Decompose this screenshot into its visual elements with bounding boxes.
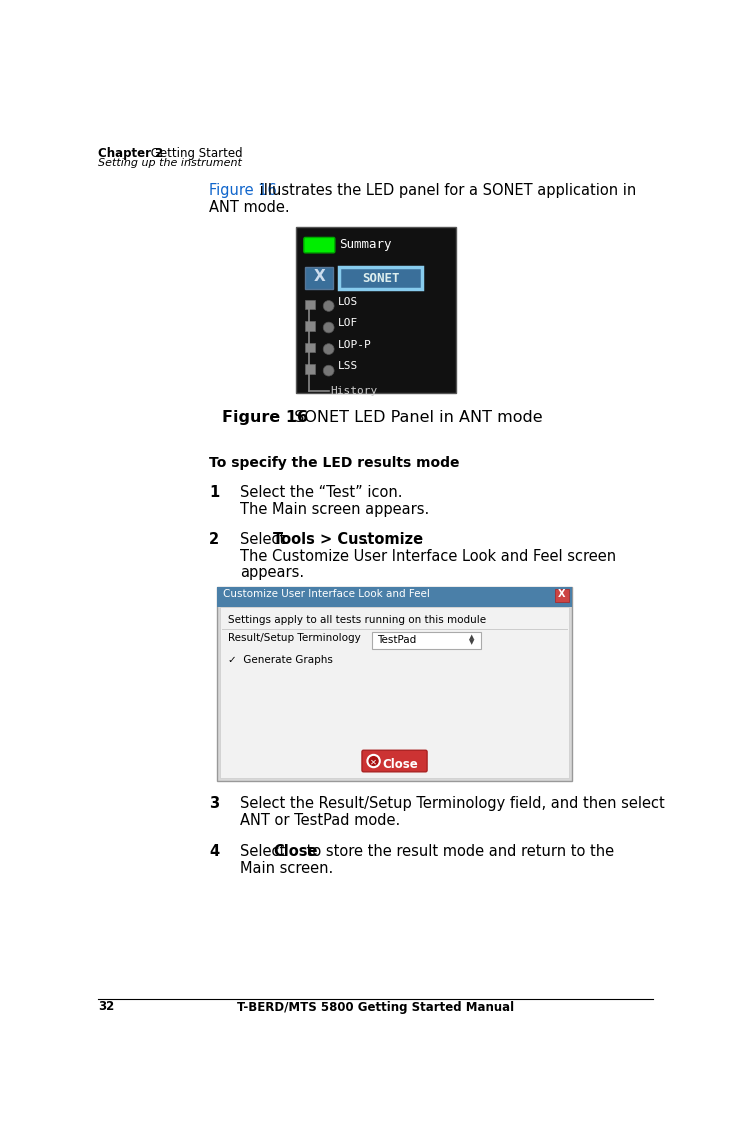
Text: LOS: LOS [338, 297, 358, 307]
Text: LOP-P: LOP-P [338, 340, 372, 349]
Text: T-BERD/MTS 5800 Getting Started Manual: T-BERD/MTS 5800 Getting Started Manual [236, 1000, 514, 1014]
FancyBboxPatch shape [305, 343, 315, 352]
Text: 4: 4 [209, 844, 220, 859]
Text: ▲
▼: ▲ ▼ [468, 635, 474, 645]
Text: 3: 3 [209, 797, 220, 811]
FancyBboxPatch shape [305, 321, 315, 331]
Text: LSS: LSS [338, 362, 358, 371]
Text: History: History [330, 386, 378, 396]
Text: Figure 16: Figure 16 [209, 183, 277, 198]
Text: ✕: ✕ [370, 758, 377, 767]
Text: Summary: Summary [340, 238, 392, 251]
FancyBboxPatch shape [555, 588, 569, 602]
Text: Customize User Interface Look and Feel: Customize User Interface Look and Feel [223, 588, 430, 599]
Circle shape [367, 754, 380, 767]
Text: X: X [313, 269, 325, 284]
Text: Setting up the instrument: Setting up the instrument [97, 158, 242, 168]
Text: .: . [364, 531, 368, 546]
Text: TestPad: TestPad [377, 635, 416, 645]
FancyBboxPatch shape [362, 750, 427, 772]
Text: Select: Select [240, 844, 290, 859]
Text: SONET LED Panel in ANT mode: SONET LED Panel in ANT mode [284, 410, 542, 424]
FancyBboxPatch shape [372, 632, 480, 649]
FancyBboxPatch shape [217, 587, 572, 781]
Text: LOF: LOF [338, 319, 358, 328]
Text: ANT mode.: ANT mode. [209, 199, 290, 215]
Text: 1: 1 [209, 486, 220, 501]
Text: SONET: SONET [362, 272, 400, 284]
FancyBboxPatch shape [304, 238, 335, 253]
FancyBboxPatch shape [217, 587, 572, 607]
FancyBboxPatch shape [220, 607, 569, 778]
Text: Select the Result/Setup Terminology field, and then select: Select the Result/Setup Terminology fiel… [240, 797, 665, 811]
FancyBboxPatch shape [305, 299, 315, 310]
Text: Figure 16: Figure 16 [222, 410, 308, 424]
FancyBboxPatch shape [339, 267, 422, 289]
Text: illustrates the LED panel for a SONET application in: illustrates the LED panel for a SONET ap… [255, 183, 636, 198]
Text: Tools > Customize: Tools > Customize [273, 531, 423, 546]
Circle shape [324, 365, 334, 376]
FancyBboxPatch shape [305, 364, 315, 373]
Text: To specify the LED results mode: To specify the LED results mode [209, 456, 460, 470]
Text: appears.: appears. [240, 566, 305, 580]
Text: Main screen.: Main screen. [240, 861, 334, 876]
Circle shape [324, 300, 334, 312]
Text: ✓  Generate Graphs: ✓ Generate Graphs [228, 654, 333, 665]
Text: Close: Close [383, 758, 419, 770]
Text: Close: Close [273, 844, 318, 859]
Text: Result/Setup Terminology: Result/Setup Terminology [228, 633, 361, 643]
Circle shape [324, 344, 334, 354]
Text: Select the “Test” icon.: Select the “Test” icon. [240, 486, 403, 501]
Text: Getting Started: Getting Started [146, 147, 242, 160]
Text: The Customize User Interface Look and Feel screen: The Customize User Interface Look and Fe… [240, 549, 616, 563]
Text: 32: 32 [97, 1000, 114, 1014]
Text: X: X [559, 589, 566, 600]
FancyBboxPatch shape [296, 228, 456, 393]
Text: ANT or TestPad mode.: ANT or TestPad mode. [240, 814, 400, 828]
Text: to store the result mode and return to the: to store the result mode and return to t… [302, 844, 614, 859]
Circle shape [324, 322, 334, 333]
Text: The Main screen appears.: The Main screen appears. [240, 502, 430, 518]
Text: Select: Select [240, 531, 290, 546]
Text: Chapter 2: Chapter 2 [97, 147, 163, 160]
Text: Settings apply to all tests running on this module: Settings apply to all tests running on t… [228, 615, 486, 625]
Text: 2: 2 [209, 531, 220, 546]
FancyBboxPatch shape [305, 267, 333, 289]
